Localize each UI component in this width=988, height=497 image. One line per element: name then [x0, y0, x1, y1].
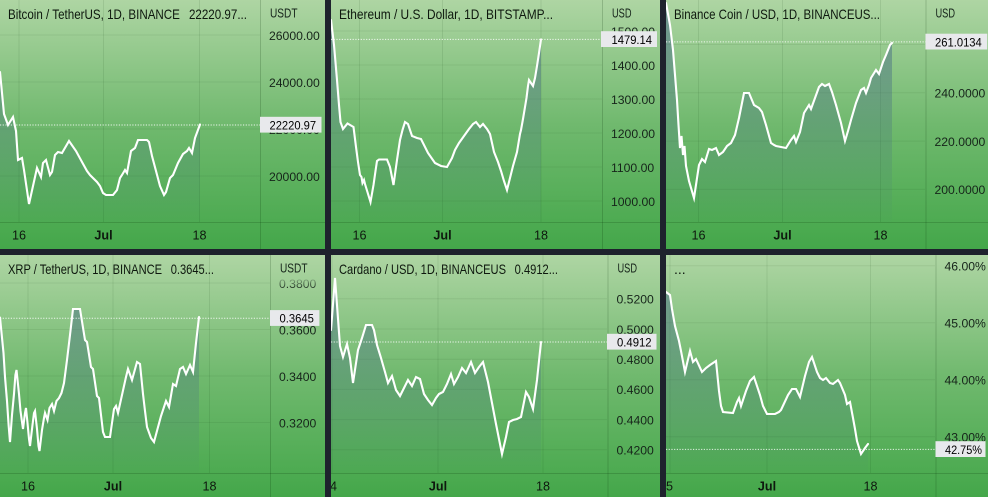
svg-text:USD: USD [936, 6, 956, 21]
svg-text:20000.00: 20000.00 [269, 170, 320, 184]
svg-text:45.00%: 45.00% [945, 317, 986, 331]
svg-text:0.5200: 0.5200 [617, 293, 654, 307]
svg-text:18: 18 [863, 479, 877, 493]
svg-text:44.00%: 44.00% [945, 374, 986, 388]
svg-text:Cardano / USD, 1D, BINANCEUS: Cardano / USD, 1D, BINANCEUS 0.4912... [339, 261, 558, 277]
svg-text:...: ... [674, 261, 686, 277]
svg-text:18: 18 [873, 228, 887, 242]
svg-text:Jul: Jul [433, 228, 451, 242]
svg-text:0.3800: 0.3800 [279, 277, 316, 291]
svg-text:0.3400: 0.3400 [279, 370, 316, 384]
svg-text:Binance Coin / USD, 1D, BINANC: Binance Coin / USD, 1D, BINANCEUS... [674, 6, 880, 22]
svg-text:USDT: USDT [270, 6, 298, 21]
svg-text:0.4400: 0.4400 [617, 413, 654, 427]
svg-text:Jul: Jul [104, 479, 122, 493]
svg-text:Bitcoin / TetherUS, 1D, BINANC: Bitcoin / TetherUS, 1D, BINANCE 22220.97… [8, 6, 247, 22]
svg-text:18: 18 [536, 479, 550, 493]
svg-text:Jul: Jul [758, 479, 776, 493]
svg-text:18: 18 [202, 479, 216, 493]
svg-text:16: 16 [21, 479, 35, 493]
svg-text:0.4200: 0.4200 [617, 444, 654, 458]
svg-text:15: 15 [666, 479, 673, 493]
svg-text:200.0000: 200.0000 [935, 183, 986, 197]
svg-text:0.4912: 0.4912 [617, 335, 652, 349]
svg-text:1200.00: 1200.00 [611, 127, 655, 141]
svg-text:14: 14 [331, 479, 337, 493]
svg-text:USD: USD [618, 261, 638, 276]
svg-text:42.75%: 42.75% [945, 443, 982, 457]
svg-text:16: 16 [12, 228, 26, 242]
svg-text:0.4600: 0.4600 [617, 383, 654, 397]
svg-text:0.3645: 0.3645 [280, 312, 315, 326]
svg-text:220.0000: 220.0000 [935, 135, 986, 149]
svg-text:Jul: Jul [94, 228, 112, 242]
svg-text:46.00%: 46.00% [945, 260, 986, 274]
svg-text:0.5000: 0.5000 [617, 323, 654, 337]
svg-text:0.3200: 0.3200 [279, 416, 316, 430]
svg-text:43.00%: 43.00% [945, 431, 986, 445]
svg-text:18: 18 [192, 228, 206, 242]
svg-text:26000.00: 26000.00 [269, 29, 320, 43]
svg-text:USD: USD [612, 6, 632, 21]
svg-text:USDT: USDT [280, 261, 308, 276]
svg-text:1400.00: 1400.00 [611, 59, 655, 73]
svg-text:16: 16 [352, 228, 366, 242]
svg-text:261.0134: 261.0134 [935, 35, 982, 49]
svg-text:1000.00: 1000.00 [611, 195, 655, 209]
svg-text:22220.97: 22220.97 [270, 118, 317, 132]
svg-text:1300.00: 1300.00 [611, 93, 655, 107]
svg-text:Ethereum / U.S. Dollar, 1D, BI: Ethereum / U.S. Dollar, 1D, BITSTAMP... [339, 6, 553, 22]
svg-text:1100.00: 1100.00 [611, 161, 654, 175]
svg-text:16: 16 [691, 228, 705, 242]
svg-text:0.4800: 0.4800 [617, 353, 654, 367]
svg-text:18: 18 [534, 228, 548, 242]
svg-text:Jul: Jul [773, 228, 791, 242]
svg-text:Jul: Jul [429, 479, 447, 493]
svg-text:1479.14: 1479.14 [612, 33, 653, 47]
svg-text:240.0000: 240.0000 [935, 87, 986, 101]
svg-text:0.3600: 0.3600 [279, 323, 316, 337]
svg-text:24000.00: 24000.00 [269, 76, 320, 90]
svg-text:XRP / TetherUS, 1D, BINANCE 0: XRP / TetherUS, 1D, BINANCE 0.3645... [8, 261, 214, 277]
